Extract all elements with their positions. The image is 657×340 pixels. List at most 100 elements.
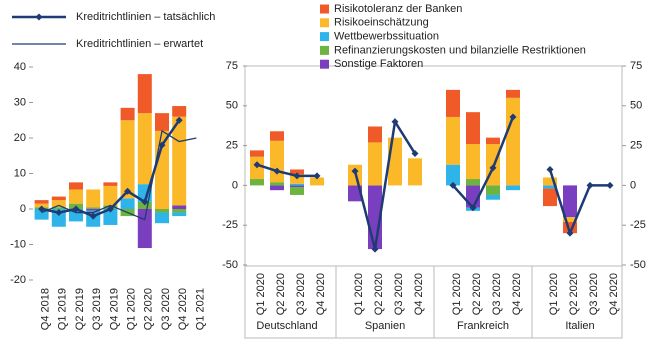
y-tick-label: -10 xyxy=(10,238,26,250)
line xyxy=(41,129,197,221)
bar-segment xyxy=(368,142,382,186)
x-tick-label: Q4 2018 xyxy=(40,288,52,330)
bar-segment xyxy=(34,200,49,204)
x-tick-label: Q4 2020 xyxy=(608,273,620,315)
y-tick-label: -50 xyxy=(222,259,238,271)
bar-segment xyxy=(446,116,460,165)
y-tick-label: 75 xyxy=(226,60,238,72)
bar-segment xyxy=(86,209,101,211)
line-marker xyxy=(313,172,321,180)
bar-segment xyxy=(51,207,66,209)
y-tick-label: -20 xyxy=(10,274,26,286)
panel-title: Deutschland xyxy=(256,320,317,332)
bar-segment xyxy=(103,185,118,206)
legend-label: Risikoeinschätzung xyxy=(334,17,429,29)
line xyxy=(256,163,317,178)
line-marker xyxy=(391,118,399,126)
legend-label: Refinanzierungskosten und bilanzielle Re… xyxy=(334,44,586,56)
x-tick-label: Q3 2020 xyxy=(588,273,600,315)
line-marker xyxy=(106,205,114,213)
bar-segment xyxy=(137,209,152,249)
bar-segment xyxy=(486,185,500,195)
y-tick-label: 25 xyxy=(226,140,238,152)
bar-segment xyxy=(388,137,402,186)
bar-segment xyxy=(137,113,152,185)
y-tick-label: 20 xyxy=(14,132,26,144)
legend-marker xyxy=(35,13,43,21)
x-tick-label: Q3 2020 xyxy=(393,273,405,315)
bar-segment xyxy=(486,137,500,145)
bar-segment xyxy=(466,112,480,145)
bar-segment xyxy=(51,209,66,227)
legend-label: Kreditrichtlinien – tatsächlich xyxy=(76,11,215,23)
x-tick-label: Q1 2020 xyxy=(126,288,138,330)
x-tick-label: Q2 2020 xyxy=(373,273,385,315)
x-tick-label: Q1 2019 xyxy=(57,288,69,330)
line-marker xyxy=(546,165,554,173)
line-marker xyxy=(351,167,359,175)
line-marker xyxy=(141,198,149,206)
bar-segment xyxy=(34,209,49,220)
x-tick-label: Q4 2020 xyxy=(177,288,189,330)
bar-segment xyxy=(466,179,480,186)
line-marker xyxy=(273,167,281,175)
x-tick-label: Q4 2020 xyxy=(315,273,327,315)
x-tick-label: Q4 2020 xyxy=(511,273,523,315)
panel-title: Frankreich xyxy=(457,320,509,332)
bar-segment xyxy=(446,89,460,117)
x-tick-label: Q3 2020 xyxy=(295,273,307,315)
y-tick-label: 25 xyxy=(630,140,642,152)
bar-segment xyxy=(155,212,169,224)
bar-segment xyxy=(51,196,66,201)
bar-segment xyxy=(486,194,500,200)
y-tick-label: 50 xyxy=(226,100,238,112)
x-tick-label: Q2 2020 xyxy=(568,273,580,315)
bar-segment xyxy=(137,201,152,209)
legend-swatch xyxy=(320,18,329,28)
legend-swatch xyxy=(320,4,329,14)
legend-label: Sonstige Faktoren xyxy=(334,58,423,70)
legend-swatch xyxy=(320,32,329,42)
bar-segment xyxy=(172,116,187,206)
x-tick-label: Q1 2021 xyxy=(194,288,206,330)
bar-segment xyxy=(155,113,169,131)
x-tick-label: Q1 2020 xyxy=(353,273,365,315)
line-marker xyxy=(469,204,477,212)
bar-segment xyxy=(563,217,577,223)
y-tick-label: 30 xyxy=(14,96,26,108)
bar-segment xyxy=(103,182,118,186)
line-marker xyxy=(566,229,574,237)
line-marker xyxy=(55,209,63,217)
legend-label: Kreditrichtlinien – erwartet xyxy=(76,38,203,50)
bar-segment xyxy=(155,209,169,213)
legend-label: Risikotoleranz der Banken xyxy=(334,3,462,15)
bar-segment xyxy=(408,158,422,186)
bar-segment xyxy=(543,188,557,207)
bar-segment xyxy=(290,186,304,195)
line xyxy=(548,169,610,237)
line xyxy=(353,118,417,250)
bar-segment xyxy=(563,222,577,234)
x-tick-label: Q3 2020 xyxy=(491,273,503,315)
bar-segment xyxy=(137,74,152,114)
bar-segment xyxy=(368,126,382,143)
panel-title: Italien xyxy=(565,320,594,332)
y-tick-label: -50 xyxy=(630,259,646,271)
line xyxy=(452,116,515,210)
x-tick-label: Q4 2019 xyxy=(108,288,120,330)
bar-segment xyxy=(543,177,557,186)
legend-swatch xyxy=(320,59,329,69)
bar-segment xyxy=(290,185,304,187)
bar-segment xyxy=(270,131,284,141)
bar-segment xyxy=(120,198,135,209)
bar-segment xyxy=(446,164,460,186)
line-marker xyxy=(489,164,497,172)
bar-segment xyxy=(506,97,520,186)
y-tick-label: 0 xyxy=(630,179,636,191)
line-marker xyxy=(293,172,301,180)
x-tick-label: Q3 2019 xyxy=(91,288,103,330)
legend-label: Wettbewerbssituation xyxy=(334,31,439,43)
line-marker xyxy=(253,161,261,169)
panel-title: Spanien xyxy=(365,320,405,332)
